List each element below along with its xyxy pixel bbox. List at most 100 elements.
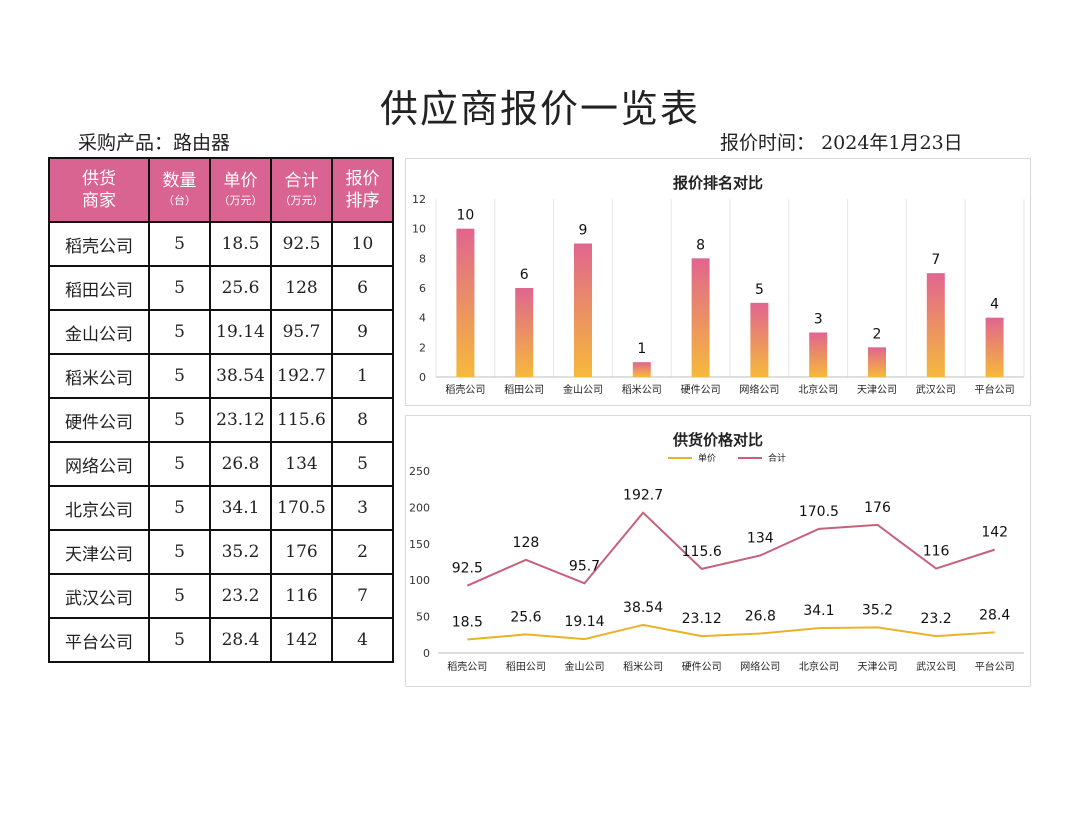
x-tick-label: 金山公司 [563,383,603,396]
table-row: 稻壳公司 5 18.5 92.5 10 [48,221,394,267]
page-title: 供应商报价一览表 [379,87,700,131]
y-tick-label: 2 [419,341,426,354]
legend-label: 合计 [768,452,786,464]
bar [750,302,769,377]
x-tick-label: 稻米公司 [623,660,663,673]
product-label: 采购产品： [78,132,174,154]
header-supplier: 供货 商家 [48,157,150,223]
x-tick-label: 平台公司 [975,383,1015,396]
x-tick-label: 天津公司 [857,384,897,396]
header-quantity: 数量 （台） [148,157,211,223]
line-data-label: 192.7 [623,488,663,504]
x-tick-label: 硬件公司 [681,384,721,396]
cell-rank: 5 [331,441,394,487]
table-header-row: 供货 商家 数量 （台） 单价 （万元） 合计 （万元） 报价 排序 [48,157,394,223]
cell-rank: 10 [331,221,394,267]
bar-data-label: 10 [456,208,474,224]
cell-total: 134 [270,441,333,487]
x-tick-label: 金山公司 [565,660,605,673]
bar [456,228,475,377]
line-data-label: 35.2 [862,602,893,618]
x-tick-label: 稻田公司 [506,661,546,673]
cell-quantity: 5 [148,353,211,399]
cell-rank: 6 [331,265,394,311]
cell-unit-price: 28.4 [209,617,272,663]
bar [632,362,651,377]
y-tick-label: 100 [409,574,430,587]
cell-supplier: 武汉公司 [48,573,150,619]
cell-quantity: 5 [148,309,211,355]
y-tick-label: 250 [409,465,430,478]
y-tick-label: 4 [419,312,426,325]
line-data-label: 115.6 [682,544,722,560]
line-data-label: 134 [747,530,774,546]
cell-rank: 9 [331,309,394,355]
line-data-label: 23.2 [921,611,952,627]
x-tick-label: 天津公司 [858,661,898,673]
cell-total: 142 [270,617,333,663]
x-tick-label: 武汉公司 [916,383,956,396]
line-data-label: 19.14 [564,614,604,630]
y-tick-label: 0 [419,371,426,384]
cell-quantity: 5 [148,441,211,487]
line-data-label: 18.5 [452,615,483,631]
y-tick-label: 200 [409,501,430,514]
line-data-label: 38.54 [623,600,663,616]
cell-total: 116 [270,573,333,619]
cell-rank: 2 [331,529,394,575]
cell-unit-price: 23.12 [209,397,272,443]
table-row: 稻米公司 5 38.54 192.7 1 [48,353,394,399]
y-tick-label: 8 [419,252,426,265]
header-rank: 报价 排序 [331,157,394,223]
cell-unit-price: 35.2 [209,529,272,575]
y-tick-label: 10 [412,223,426,236]
cell-supplier: 硬件公司 [48,397,150,443]
cell-supplier: 平台公司 [48,617,150,663]
cell-unit-price: 19.14 [209,309,272,355]
cell-quantity: 5 [148,485,211,531]
price-chart-panel: 供货价格对比 单价 合计 0 50 100 150 200 250 稻壳公司 稻田公司 金山公司 稻米公… [405,415,1031,687]
date-info: 报价时间： 2024年1月23日 [720,128,963,155]
cell-supplier: 金山公司 [48,309,150,355]
series-line-total [466,511,996,587]
table-row: 天津公司 5 35.2 176 2 [48,529,394,575]
cell-rank: 1 [331,353,394,399]
series-line-unit-price [467,623,995,641]
cell-unit-price: 38.54 [209,353,272,399]
bar [515,288,534,377]
line-data-label: 25.6 [510,609,541,625]
x-tick-label: 北京公司 [798,383,838,396]
bar-data-label: 4 [990,297,999,313]
line-data-label: 92.5 [452,561,483,577]
cell-unit-price: 18.5 [209,221,272,267]
line-data-label: 128 [513,535,540,551]
line-data-label: 116 [923,544,950,560]
cell-quantity: 5 [148,397,211,443]
line-data-label: 95.7 [569,558,600,574]
bar [868,347,886,377]
cell-quantity: 5 [148,617,211,663]
header-total: 合计 （万元） [270,157,333,223]
table-row: 稻田公司 5 25.6 128 6 [48,265,394,311]
line-data-label: 34.1 [803,603,834,619]
x-tick-label: 硬件公司 [682,661,722,673]
x-tick-label: 稻米公司 [622,383,662,396]
cell-total: 92.5 [270,221,333,267]
cell-unit-price: 25.6 [209,265,272,311]
cell-quantity: 5 [148,529,211,575]
bar-data-label: 8 [696,237,705,253]
x-tick-label: 网络公司 [739,383,779,396]
x-tick-label: 北京公司 [799,660,839,673]
x-tick-label: 网络公司 [740,660,780,673]
bar-data-label: 7 [931,252,940,268]
cell-total: 128 [270,265,333,311]
table-row: 网络公司 5 26.8 134 5 [48,441,394,487]
x-tick-label: 武汉公司 [916,660,956,673]
cell-supplier: 天津公司 [48,529,150,575]
y-tick-label: 50 [416,611,430,624]
quote-table: 供货 商家 数量 （台） 单价 （万元） 合计 （万元） 报价 排序 稻壳公司 5 18.5 9… [48,157,394,663]
date-value: 2024年1月23日 [821,132,963,154]
cell-rank: 7 [331,573,394,619]
product-value: 路由器 [173,132,231,154]
